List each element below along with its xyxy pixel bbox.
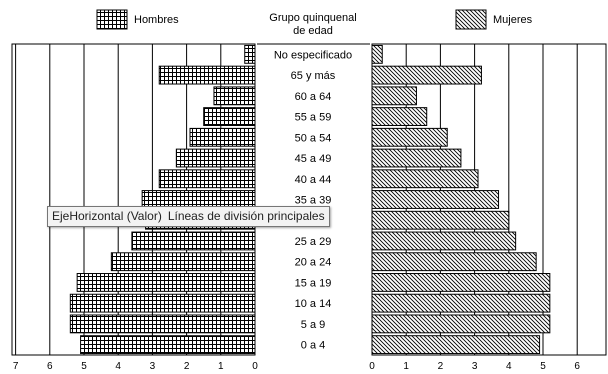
x-tick-label-right: 5: [540, 361, 546, 372]
tooltip-axis-name: EjeHorizontal (Valor): [52, 209, 162, 223]
x-tick-label-right: 2: [438, 361, 444, 372]
bar-mujeres: [372, 45, 382, 63]
x-tick-label-right: 0: [369, 361, 375, 372]
bar-mujeres: [372, 315, 550, 333]
x-tick-label-left: 2: [184, 361, 190, 372]
bars-hombres: [70, 45, 255, 353]
bar-hombres: [70, 294, 255, 312]
bar-mujeres: [372, 211, 509, 229]
bar-hombres: [204, 108, 255, 126]
x-tick-label-right: 4: [506, 361, 512, 372]
x-tick-label-left: 5: [81, 361, 87, 372]
bar-hombres: [111, 253, 255, 271]
tooltip-gridline-name: Líneas de división principales: [168, 209, 325, 223]
bars-mujeres: [372, 45, 550, 353]
category-label: 50 a 54: [295, 132, 332, 144]
x-tick-label-left: 7: [13, 361, 19, 372]
category-label: 15 a 19: [295, 277, 332, 289]
bar-hombres: [81, 336, 255, 354]
category-label: 35 a 39: [295, 195, 332, 207]
category-label: 25 a 29: [295, 236, 332, 248]
category-label: 55 a 59: [295, 112, 332, 124]
x-axis-ticks-left: 7 6 5 4 3 2 1 0: [13, 361, 258, 372]
center-title-line-1: Grupo quinquenal: [269, 12, 356, 24]
bar-mujeres: [372, 274, 550, 292]
center-title-line-2: de edad: [293, 25, 333, 37]
legend-swatch-mujeres: [456, 10, 486, 29]
bar-mujeres: [372, 149, 461, 167]
bar-mujeres: [372, 294, 550, 312]
bar-mujeres: [372, 170, 478, 188]
x-tick-label-right: 1: [403, 361, 409, 372]
x-tick-label-right: 3: [472, 361, 478, 372]
category-label: 20 a 24: [295, 257, 332, 269]
legend-label-mujeres: Mujeres: [493, 14, 533, 26]
bar-mujeres: [372, 108, 427, 126]
bar-hombres: [214, 87, 255, 105]
x-tick-label-left: 0: [252, 361, 258, 372]
x-tick-label-left: 6: [47, 361, 53, 372]
axis-tooltip: EjeHorizontal (Valor) Líneas de división …: [47, 206, 330, 227]
category-label: 45 a 49: [295, 153, 332, 165]
legend-label-hombres: Hombres: [134, 14, 179, 26]
category-label: 40 a 44: [295, 174, 332, 186]
category-labels: No especificado 65 y más 60 a 64 55 a 59 50 …: [257, 44, 370, 352]
bar-mujeres: [372, 66, 481, 84]
category-label: No especificado: [274, 49, 352, 61]
bar-mujeres: [372, 232, 516, 250]
x-tick-label-right: 6: [574, 361, 580, 372]
bar-hombres: [159, 170, 255, 188]
bar-hombres: [132, 232, 255, 250]
bar-mujeres: [372, 253, 536, 271]
bar-hombres: [159, 66, 255, 84]
bar-mujeres: [372, 191, 499, 209]
bar-mujeres: [372, 87, 416, 105]
bar-hombres: [190, 128, 255, 146]
bar-mujeres: [372, 336, 540, 354]
bar-hombres: [77, 274, 255, 292]
category-label: 60 a 64: [295, 91, 332, 103]
bar-hombres: [176, 149, 255, 167]
bar-hombres: [70, 315, 255, 333]
category-label: 65 y más: [291, 70, 336, 82]
category-label: 5 a 9: [301, 319, 325, 331]
x-tick-label-left: 3: [150, 361, 156, 372]
category-label: 0 a 4: [301, 340, 325, 352]
x-tick-label-left: 4: [115, 361, 121, 372]
bar-hombres: [245, 45, 255, 63]
legend-swatch-hombres: [97, 10, 127, 29]
category-label: 10 a 14: [295, 298, 332, 310]
x-tick-label-left: 1: [218, 361, 224, 372]
bar-mujeres: [372, 128, 447, 146]
x-axis-ticks-right: 0 1 2 3 4 5 6: [369, 361, 580, 372]
